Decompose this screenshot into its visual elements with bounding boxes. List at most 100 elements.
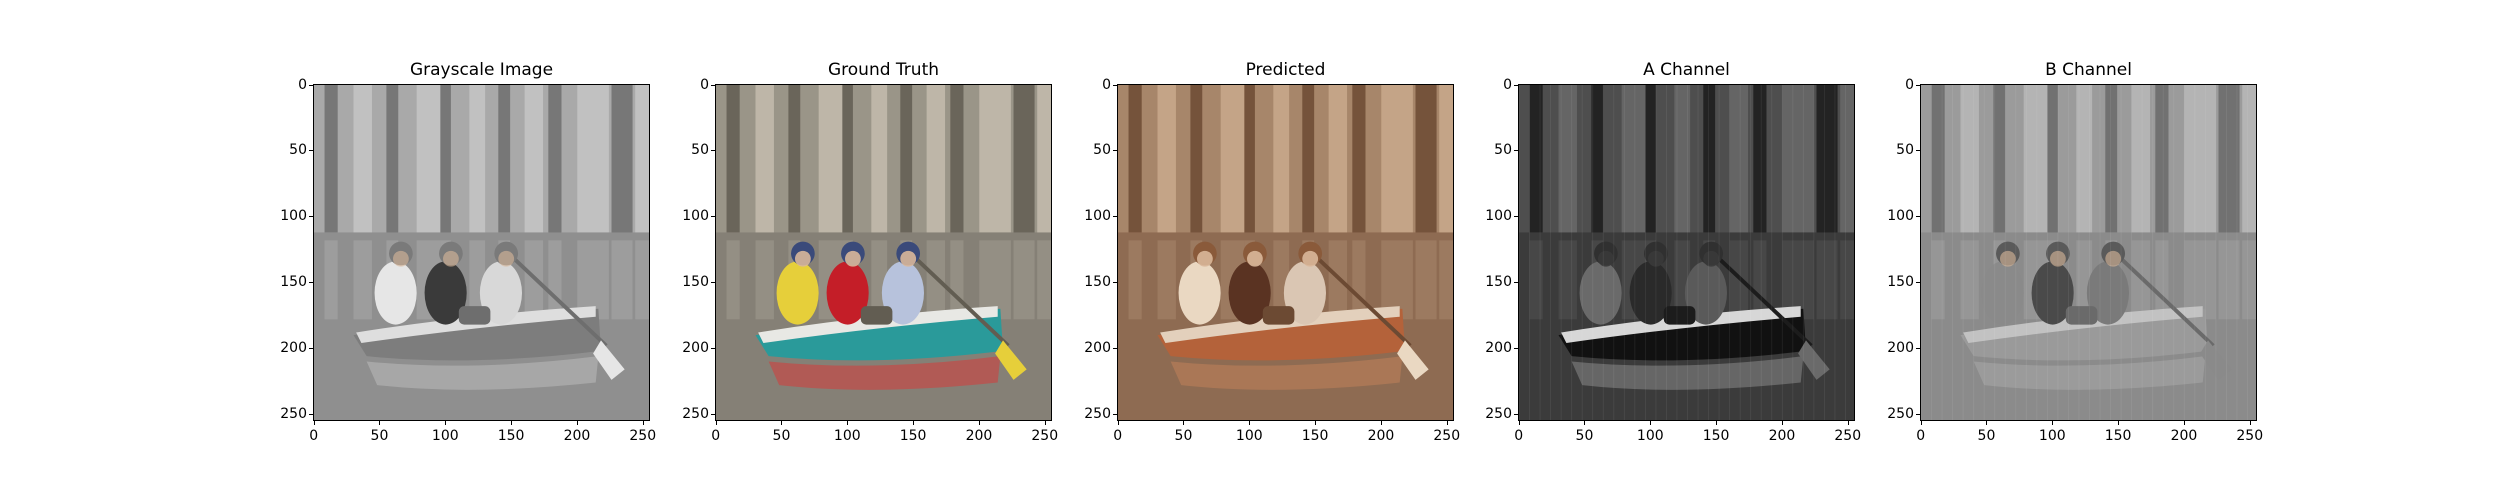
x-tick-label: 0 [1916,428,1926,444]
tree-trunk [2105,85,2118,233]
x-tick-label: 150 [899,428,927,444]
person-face [1247,250,1263,267]
x-tick-label: 150 [2104,428,2132,444]
y-tick-mark [1916,282,1920,284]
person-body [826,261,869,325]
x-tick-mark [2249,421,2251,425]
panel-ground-truth: Ground Truth 0 0 50 50 100 100 150 150 200 200 250 2… [655,0,1058,500]
tree-trunk [386,85,399,249]
tree-trunk [324,85,338,233]
x-tick-mark [1650,421,1652,425]
tree-trunk [1190,85,1203,249]
tree-reflection [1840,240,1854,320]
tree-trunk [1352,85,1366,249]
paddle-blade [593,340,625,380]
y-tick-mark [1514,347,1518,349]
tree-trunk [926,85,946,241]
tree-trunk [2218,85,2240,241]
x-tick-mark [379,421,381,425]
x-tick-mark [1920,421,1922,425]
tree-trunk [1220,85,1245,233]
tree-trunk [2047,85,2058,241]
tree-reflection [979,240,1011,320]
tree-reflection [2155,240,2169,320]
x-tick-label: 100 [1636,428,1664,444]
tree-trunk [842,85,853,241]
boat-reflection [366,356,599,390]
x-tick-mark [1847,421,1849,425]
y-tick-mark [711,347,715,349]
x-tick-mark [1044,421,1046,425]
x-tick-label: 0 [309,428,319,444]
x-tick-label: 250 [1433,428,1461,444]
tree-reflection [1931,240,1945,320]
x-tick-label: 200 [1367,428,1395,444]
y-tick-mark [1113,216,1117,218]
panel-predicted: Predicted 0 0 50 50 100 100 150 150 200 200 250 250 [1057,0,1460,500]
person-face [443,250,459,267]
tree-reflection [950,240,964,320]
x-tick-label: 200 [563,428,591,444]
person-body [1684,261,1727,325]
tree-trunk [2023,85,2048,233]
paddle [510,254,608,348]
tree-reflection [1753,240,1767,320]
tree-trunk [577,85,609,233]
y-tick-mark [309,84,313,86]
x-tick-label: 250 [1834,428,1862,444]
x-tick-label: 50 [1977,428,1996,444]
y-tick-label: 100 [1485,208,1512,225]
x-tick-mark [1584,421,1586,425]
x-tick-mark [715,421,717,425]
image-axes [715,84,1052,421]
person-body [1579,261,1622,325]
boat-reflection [1973,356,2206,390]
x-tick-mark [511,421,513,425]
tree-trunk [1273,85,1290,249]
person-body [1283,261,1326,325]
x-tick-label: 100 [2038,428,2066,444]
tree-reflection [635,240,649,320]
tree-trunk [1621,85,1646,233]
person-face [794,250,811,267]
tree-trunk [755,85,774,241]
image-axes [1518,84,1855,421]
tree-trunk [1591,85,1604,249]
tree-trunk [1439,85,1453,249]
person-face [900,250,917,267]
x-tick-label: 0 [1514,428,1524,444]
tree-trunk [1993,85,2006,249]
tree-reflection [324,240,338,320]
tree-reflection [1960,240,1979,320]
y-tick-label: 100 [280,208,307,225]
y-tick-label: 250 [1485,405,1512,422]
x-tick-label: 100 [833,428,861,444]
y-tick-label: 250 [682,405,709,422]
tree-trunk [1729,85,1749,241]
y-tick-mark [711,216,715,218]
person-face [1703,250,1720,267]
bag [458,306,491,325]
tree-trunk [979,85,1011,233]
y-tick-label: 100 [1084,208,1111,225]
paddle-blade [995,340,1027,380]
x-tick-label: 250 [629,428,657,444]
x-tick-label: 50 [370,428,389,444]
y-tick-mark [309,150,313,152]
y-tick-label: 100 [1887,208,1914,225]
y-tick-mark [309,216,313,218]
bag [2065,306,2098,325]
tree-reflection [548,240,562,320]
x-tick-label: 250 [2236,428,2264,444]
y-tick-label: 0 [700,76,709,93]
y-tick-mark [711,84,715,86]
y-tick-label: 0 [1102,76,1111,93]
x-tick-mark [781,421,783,425]
person-body [881,261,924,325]
tree-trunk [1931,85,1945,233]
tree-reflection [577,240,609,320]
tree-trunk [1302,85,1315,233]
panel-title: Ground Truth [827,60,940,80]
tree-trunk [524,85,544,241]
y-tick-label: 200 [1887,339,1914,356]
